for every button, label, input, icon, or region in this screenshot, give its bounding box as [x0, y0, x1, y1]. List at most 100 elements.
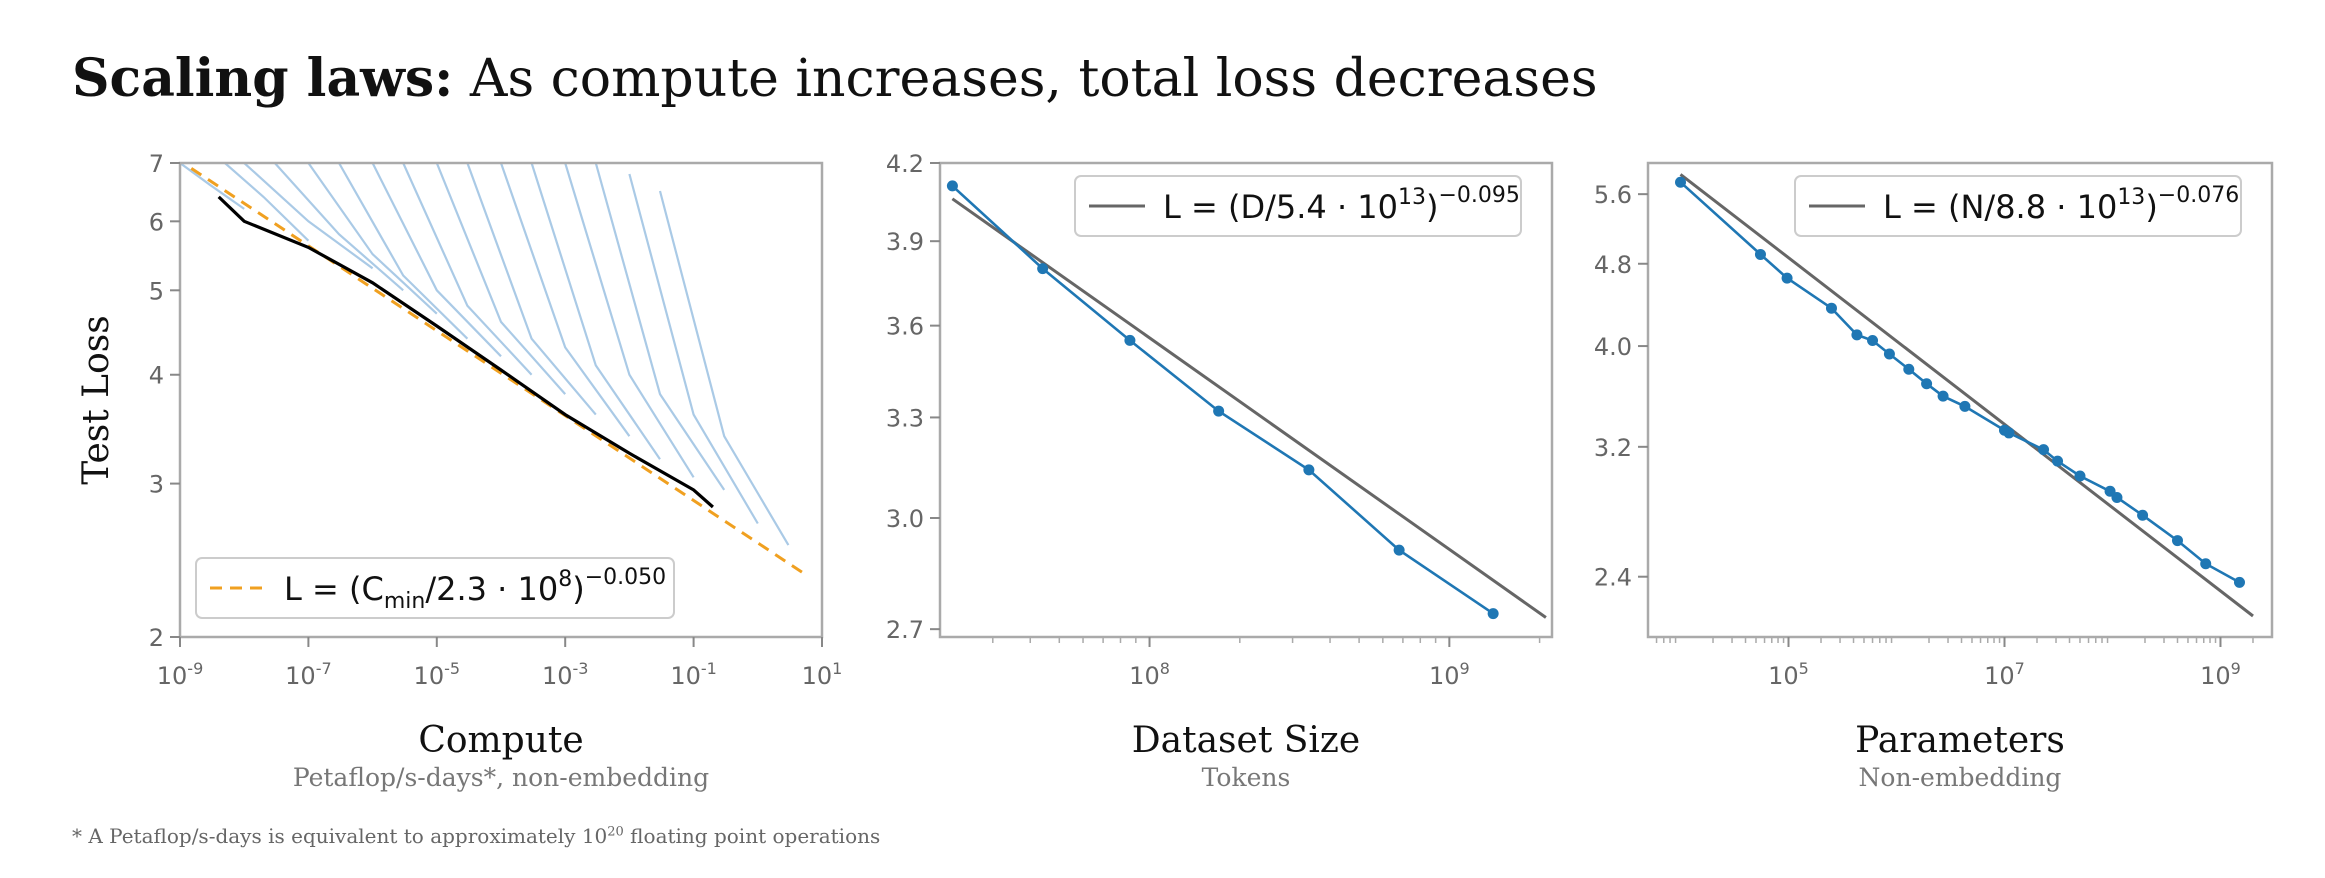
x-tick-label: 105: [1768, 659, 1809, 690]
data-point: [2171, 535, 2183, 547]
y-tick-label: 2.4: [1594, 564, 1632, 592]
data-point: [1124, 334, 1136, 346]
x-tick-exp: -5: [444, 659, 460, 678]
training-curve: [338, 163, 469, 340]
data-point: [1959, 400, 1971, 412]
x-tick-base: 10: [285, 662, 316, 690]
y-tick-label: 5: [149, 277, 164, 305]
x-tick-base: 10: [414, 662, 445, 690]
x-tick-exp: 8: [1160, 659, 1170, 678]
training-curve: [402, 163, 533, 376]
legend-formula: L = (N/8.8 · 1013)−0.076: [1883, 183, 2239, 226]
plot-frame: [938, 161, 1554, 639]
y-tick-label: 3.0: [886, 505, 924, 533]
y-axis-label: Test Loss: [76, 315, 117, 484]
x-tick-exp: -7: [316, 659, 332, 678]
data-point: [1487, 608, 1499, 620]
training-curve: [628, 173, 759, 525]
training-curve: [658, 190, 790, 546]
data-point: [2052, 455, 2064, 467]
x-tick-base: 10: [1429, 662, 1460, 690]
legend-post: ): [1426, 188, 1438, 226]
x-axis-label: Parameters: [1855, 720, 2065, 761]
training-curve: [273, 163, 404, 292]
series-line: [951, 184, 1494, 615]
data-point: [1675, 176, 1687, 188]
legend-box: [1794, 175, 2242, 237]
x-tick-exp: -1: [701, 659, 717, 678]
x-tick-exp: -9: [187, 659, 203, 678]
plot-frame: [178, 161, 824, 639]
legend-box: [195, 557, 675, 619]
plot-frame: [1646, 161, 2274, 639]
data-point: [2003, 427, 2015, 439]
training-curve: [307, 163, 438, 315]
x-tick-exp: 1: [832, 659, 842, 678]
training-curve: [466, 163, 597, 416]
x-axis-sublabel: Petaflop/s-days*, non-embedding: [293, 763, 709, 792]
y-tick-label: 4: [149, 362, 164, 390]
data-point: [2137, 509, 2149, 521]
data-point: [1754, 248, 1766, 260]
y-tick-label: 5.6: [1594, 181, 1632, 209]
x-tick-label: 10-9: [157, 659, 204, 690]
training-curve: [594, 163, 726, 491]
data-point: [2111, 492, 2123, 504]
training-curve: [180, 163, 245, 210]
y-tick-label: 2: [149, 624, 164, 652]
x-tick-label: 101: [802, 659, 843, 690]
x-tick-label: 108: [1129, 659, 1170, 690]
x-tick-label: 107: [1984, 659, 2025, 690]
data-point: [2200, 558, 2212, 570]
x-tick-base: 10: [2200, 662, 2231, 690]
training-curve: [371, 163, 502, 358]
training-curve: [564, 163, 695, 478]
legend-exp-base: 13: [1398, 185, 1426, 210]
title-rest: As compute increases, total loss decreas…: [453, 49, 1598, 109]
x-tick-base: 10: [1984, 662, 2015, 690]
legend-exp-base: 13: [2117, 185, 2145, 210]
x-axis-sublabel: Tokens: [1202, 763, 1291, 792]
footnote-suffix: floating point operations: [623, 824, 881, 848]
data-point: [2038, 444, 2050, 456]
training-curve: [243, 163, 374, 270]
x-tick-label: 10-1: [670, 659, 717, 690]
data-point: [2074, 470, 2086, 482]
y-tick-label: 4.2: [886, 150, 924, 178]
x-tick-exp: 9: [1460, 659, 1470, 678]
footnote-prefix: * A Petaflop/s-days is equivalent to app…: [72, 824, 608, 848]
legend-exponent: −0.050: [585, 565, 666, 590]
data-point: [1867, 334, 1879, 346]
legend-sub: min: [384, 589, 426, 614]
x-tick-base: 10: [670, 662, 701, 690]
data-point: [1883, 348, 1895, 360]
x-tick-label: 109: [2200, 659, 2241, 690]
fit-line: [1679, 173, 2254, 618]
data-point: [1825, 302, 1837, 314]
x-tick-base: 10: [542, 662, 573, 690]
fit-line: [190, 167, 809, 578]
data-point: [1213, 405, 1225, 417]
data-point: [1393, 544, 1405, 556]
training-curve: [530, 163, 661, 460]
legend-post: ): [572, 570, 584, 608]
data-point: [1937, 390, 1949, 402]
x-axis-sublabel: Non-embedding: [1859, 763, 2062, 792]
training-curve: [499, 163, 631, 437]
y-tick-label: 4.0: [1594, 333, 1632, 361]
x-tick-base: 10: [1768, 662, 1799, 690]
fit-line: [951, 197, 1547, 619]
training-curve: [224, 163, 310, 242]
data-point: [1781, 272, 1793, 284]
y-tick-label: 2.7: [886, 616, 924, 644]
y-tick-label: 3.2: [1594, 434, 1632, 462]
y-tick-label: 3.6: [886, 313, 924, 341]
data-point: [2233, 576, 2245, 588]
training-curve: [435, 163, 567, 395]
x-tick-exp: -3: [572, 659, 588, 678]
plot-area: [946, 180, 1547, 620]
y-tick-label: 3.9: [886, 228, 924, 256]
legend-pre: L = (C: [284, 570, 384, 608]
